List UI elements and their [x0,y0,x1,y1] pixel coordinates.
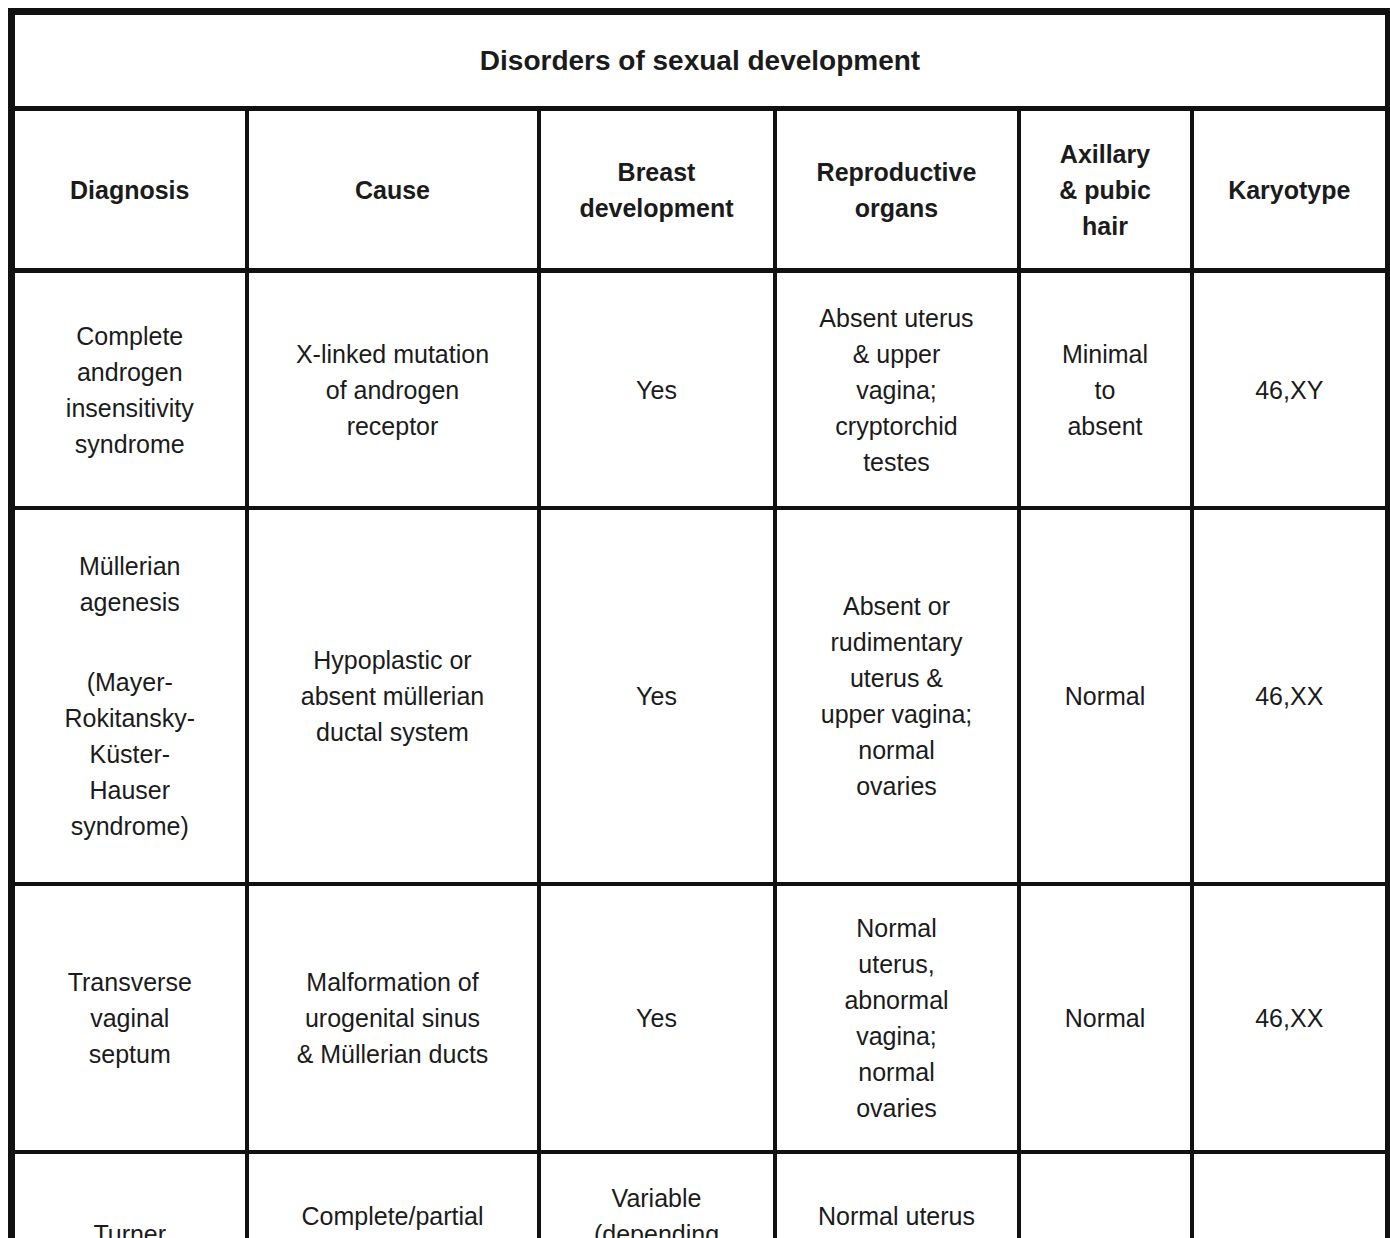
diagnosis-name: Müllerian agenesis [19,548,241,620]
table-row-turner-syndrome: Turner syndrome Complete/partial absence… [12,1152,1389,1238]
cell-breast-development: Yes [539,508,775,884]
col-header-diagnosis: Diagnosis [12,109,247,271]
page: Disorders of sexual development Diagnosi… [0,0,1390,1238]
cell-breast-development: Yes [539,884,775,1152]
table-row-cais: Complete androgen insensitivity syndrome… [12,271,1389,509]
cell-diagnosis: Complete androgen insensitivity syndrome [12,271,247,509]
cell-karyotype: 46,XY [1192,271,1389,509]
cell-cause: Complete/partial absence of 1 X chromoso… [247,1152,539,1238]
table-header-row: Diagnosis Cause Breast development Repro… [12,109,1389,271]
cell-cause: X-linked mutation of androgen receptor [247,271,539,509]
cell-cause: Hypoplastic or absent müllerian ductal s… [247,508,539,884]
cell-breast-development: Variable (depending on ovarian function) [539,1152,775,1238]
cell-axillary-pubic-hair: Normal [1019,508,1192,884]
cell-reproductive-organs: Normal uterus, abnormal vagina; normal o… [775,884,1019,1152]
cell-axillary-pubic-hair: Normal [1019,1152,1192,1238]
cell-reproductive-organs: Absent uterus & upper vagina; cryptorchi… [775,271,1019,509]
table-row-transverse-vaginal-septum: Transverse vaginal septum Malformation o… [12,884,1389,1152]
cell-reproductive-organs: Absent or rudimentary uterus & upper vag… [775,508,1019,884]
cell-diagnosis: Müllerian agenesis (Mayer- Rokitansky- K… [12,508,247,884]
cell-diagnosis: Turner syndrome [12,1152,247,1238]
table-row-mullerian-agenesis: Müllerian agenesis (Mayer- Rokitansky- K… [12,508,1389,884]
table-title-row: Disorders of sexual development [12,12,1389,109]
col-header-karyotype: Karyotype [1192,109,1389,271]
col-header-breast-development: Breast development [539,109,775,271]
cell-cause: Malformation of urogenital sinus & Mülle… [247,884,539,1152]
cell-reproductive-organs: Normal uterus & vagina; streak ovaries [775,1152,1019,1238]
cell-breast-development: Yes [539,271,775,509]
col-header-cause: Cause [247,109,539,271]
disorders-table: Disorders of sexual development Diagnosi… [8,8,1390,1238]
cell-axillary-pubic-hair: Normal [1019,884,1192,1152]
cell-karyotype: 46,XX [1192,884,1389,1152]
cell-axillary-pubic-hair: Minimal to absent [1019,271,1192,509]
cell-diagnosis: Transverse vaginal septum [12,884,247,1152]
col-header-reproductive-organs: Reproductive organs [775,109,1019,271]
cell-karyotype: 45,X [1192,1152,1389,1238]
cell-karyotype: 46,XX [1192,508,1389,884]
col-header-axillary-pubic-hair: Axillary & pubic hair [1019,109,1192,271]
diagnosis-note: (Mayer- Rokitansky- Küster- Hauser syndr… [19,664,241,844]
table-title: Disorders of sexual development [12,12,1389,109]
